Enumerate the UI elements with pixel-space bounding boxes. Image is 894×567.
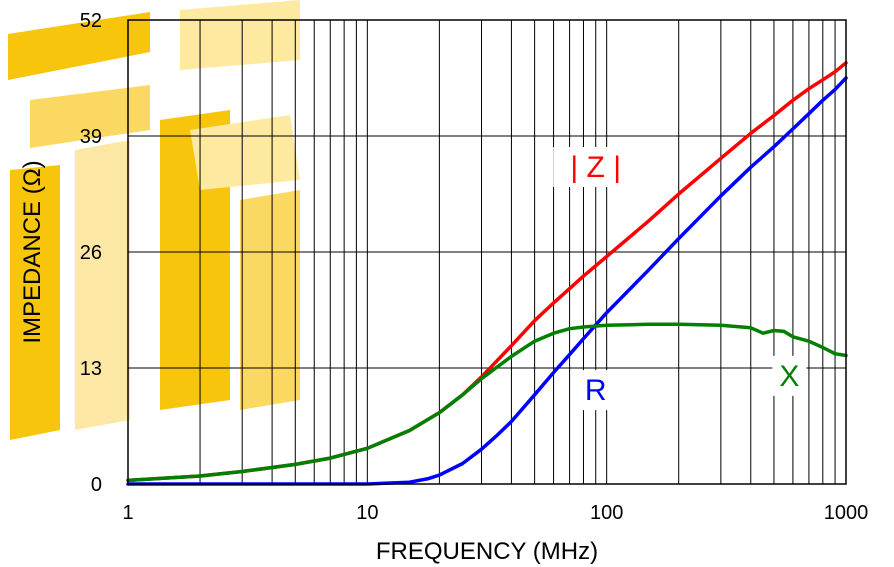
x-tick-label: 1000 (824, 502, 869, 524)
series-group (126, 61, 848, 486)
y-axis-title: IMPEDANCE (Ω) (19, 160, 46, 343)
series-label-backing-x (772, 355, 807, 396)
y-tick-labels: 0 13 26 39 52 (80, 10, 102, 496)
y-tick-label: 13 (80, 358, 102, 380)
x-tick-label: 100 (590, 502, 623, 524)
watermark-logo (8, 0, 300, 440)
series-label-backing-r (578, 370, 613, 411)
series-label-backing-z (553, 147, 639, 188)
y-tick-label: 0 (91, 474, 102, 496)
series-line-r (126, 76, 848, 486)
grid-lines (128, 20, 846, 484)
series-label-x: X (779, 360, 799, 393)
series-label-r: R (585, 374, 607, 407)
x-tick-label: 10 (356, 502, 378, 524)
series-label-z: | Z | (570, 151, 621, 184)
series-labels: | Z | R X (553, 147, 807, 411)
x-tick-labels: 1 10 100 1000 (122, 502, 868, 524)
plot-frame (127, 19, 847, 485)
y-tick-label: 26 (80, 242, 102, 264)
x-axis-title: FREQUENCY (MHz) (376, 538, 598, 565)
series-line-x (126, 322, 848, 483)
y-tick-label: 52 (80, 10, 102, 32)
y-tick-label: 39 (80, 126, 102, 148)
x-tick-label: 1 (122, 502, 133, 524)
